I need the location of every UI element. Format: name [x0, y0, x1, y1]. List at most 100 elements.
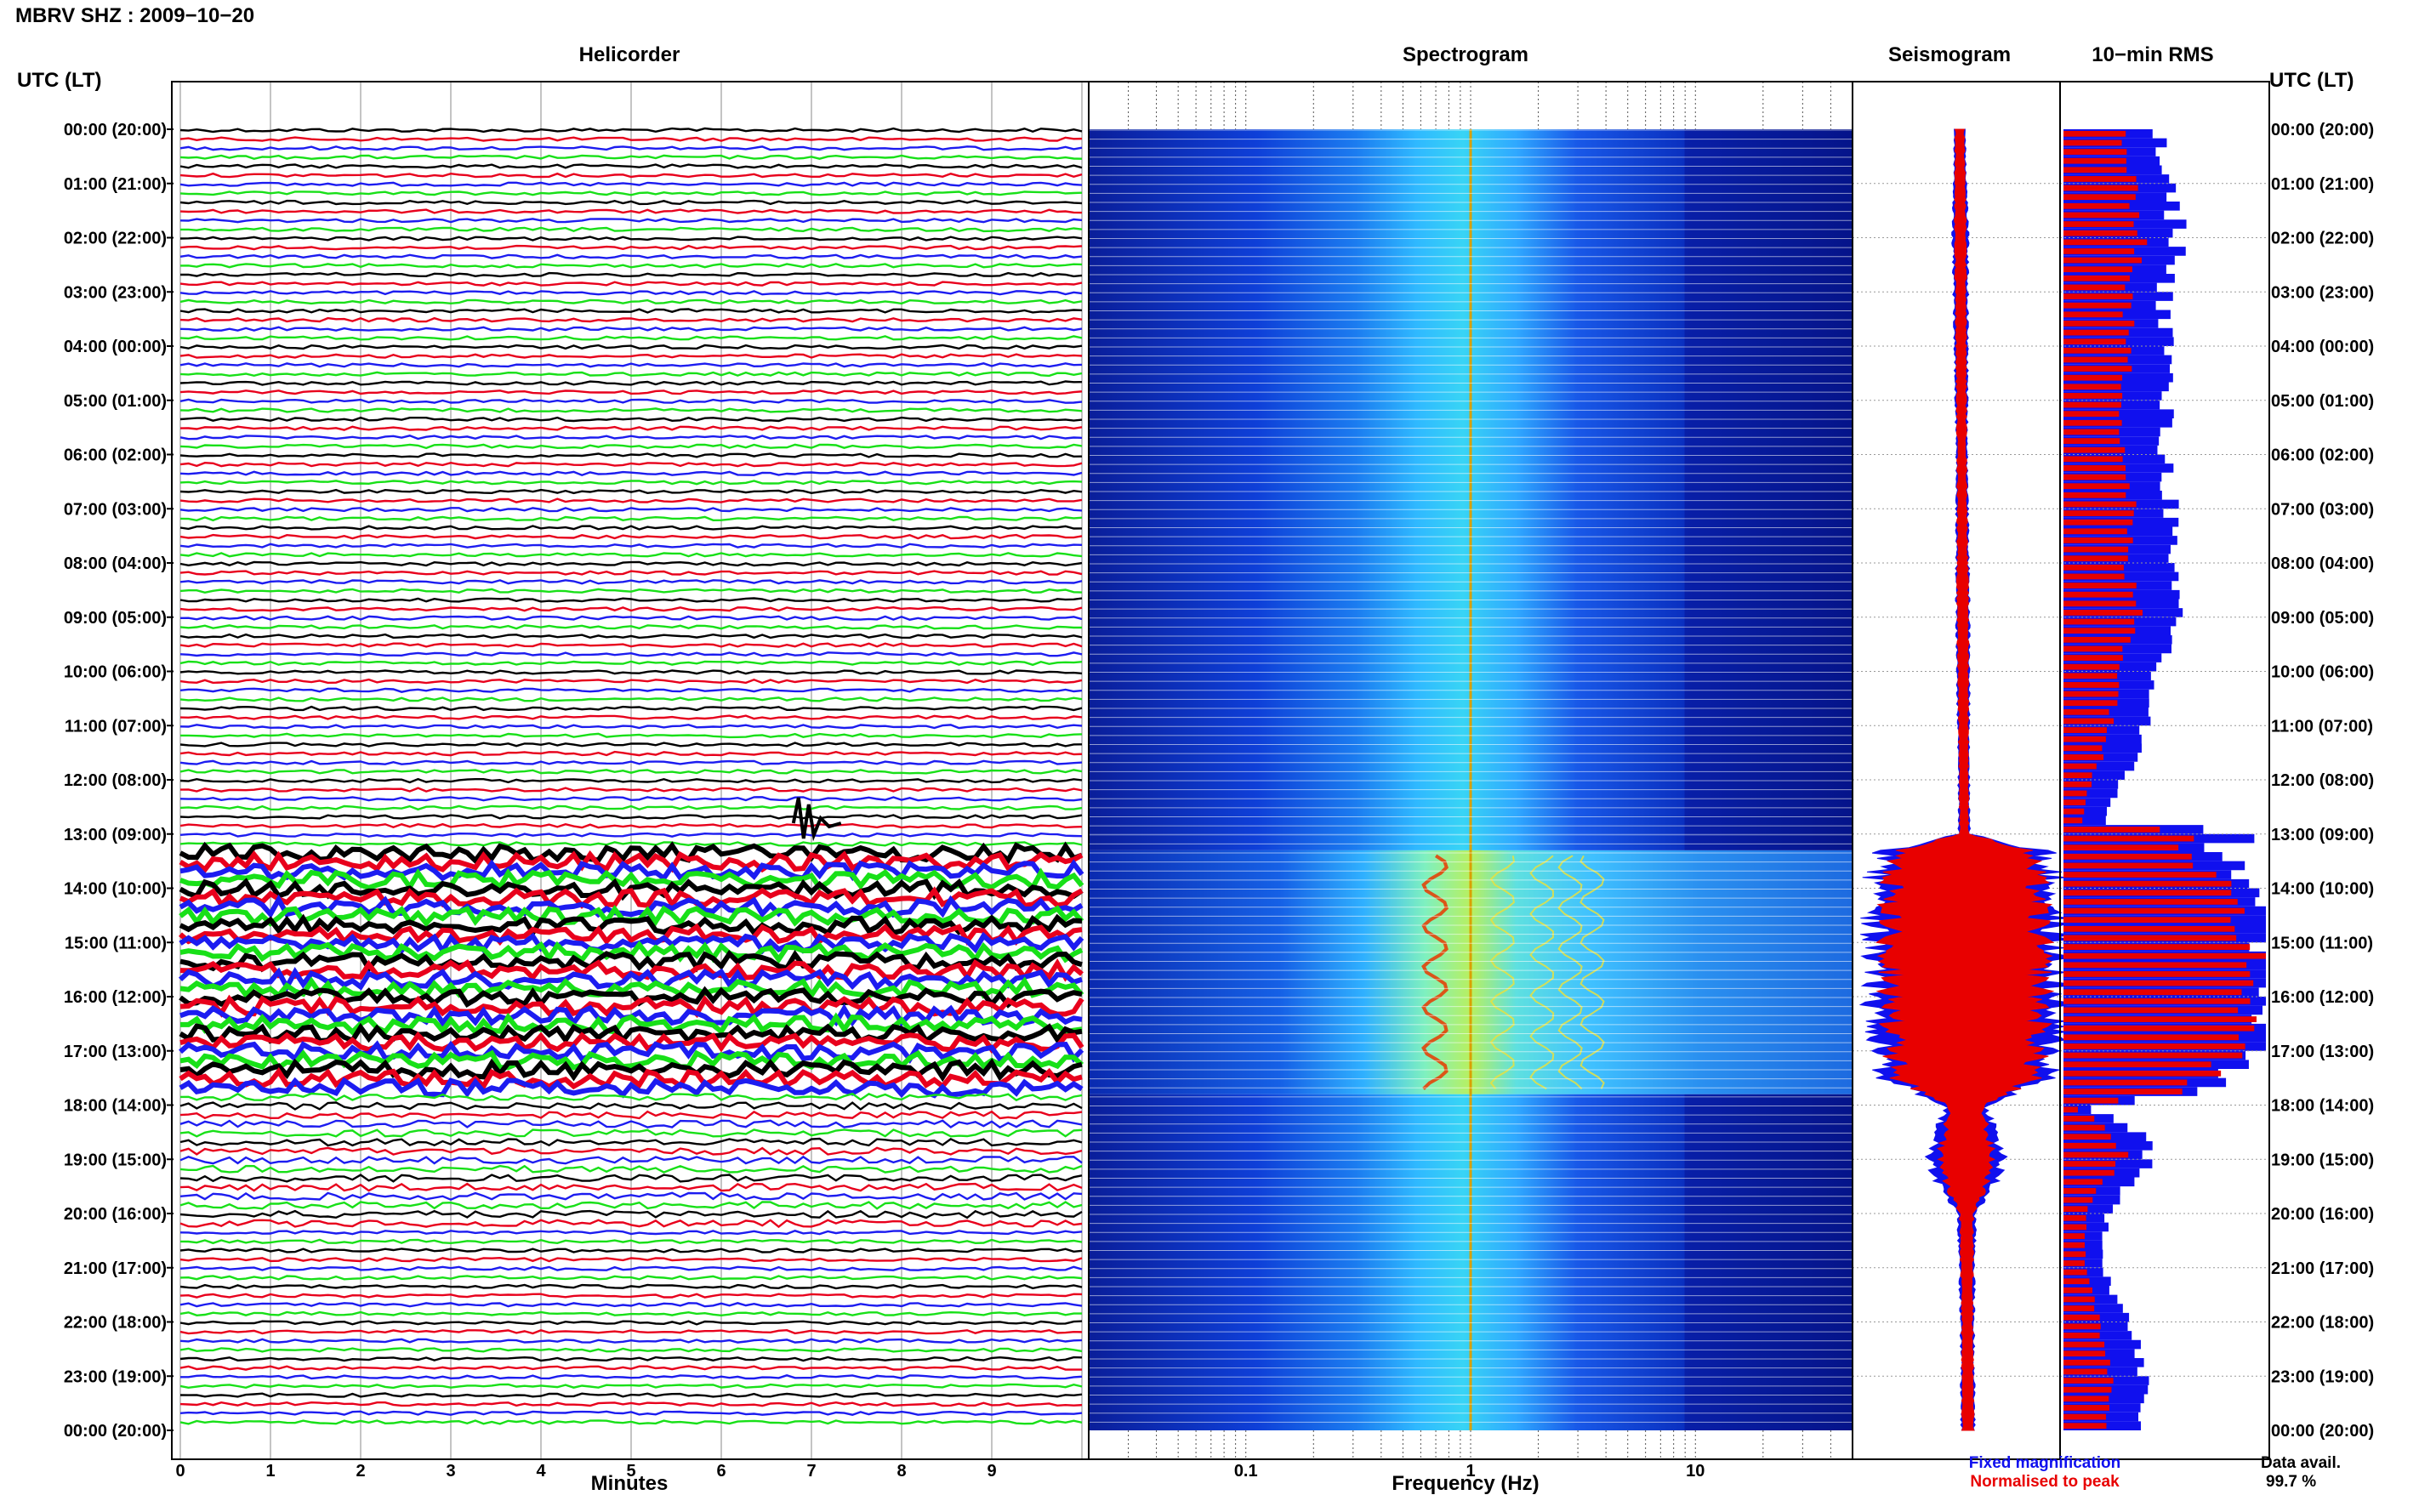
helicorder-trace: [179, 353, 1083, 359]
tremor-harmonic-0: [1421, 854, 1449, 1090]
helicorder-trace: [179, 1058, 1083, 1083]
time-label-right: 01:00 (21:00): [2271, 175, 2374, 194]
helicorder-trace: [179, 1256, 1083, 1263]
rms-bar-normalised: [2063, 1116, 2095, 1122]
helicorder-trace: [179, 886, 1084, 910]
rms-bar-normalised: [2063, 808, 2085, 815]
helicorder-trace: [179, 1275, 1083, 1281]
helicorder-trace: [179, 371, 1083, 378]
time-label-right: 03:00 (23:00): [2271, 283, 2374, 302]
rms-title: 10−min RMS: [2092, 43, 2213, 66]
time-label-right: 02:00 (22:00): [2271, 230, 2374, 248]
rms-bar-normalised: [2063, 1405, 2109, 1411]
helicorder-trace: [179, 236, 1083, 242]
helicorder-trace: [179, 1410, 1083, 1416]
time-label-left: 12:00 (08:00): [64, 771, 167, 790]
time-label-right: 14:00 (10:00): [2271, 880, 2374, 899]
rms-bar-normalised: [2063, 1251, 2086, 1258]
helicorder-trace: [179, 605, 1083, 612]
helicorder-trace: [179, 298, 1083, 305]
helicorder-trace: [179, 163, 1083, 169]
rms-bar-normalised: [2063, 1368, 2108, 1375]
rms-bar-normalised: [2063, 1314, 2100, 1321]
helicorder-trace: [179, 525, 1083, 531]
rms-bar-normalised: [2063, 1423, 2107, 1430]
helicorder-trace: [179, 380, 1083, 386]
rms-bar-normalised: [2063, 907, 2245, 914]
rms-bar-normalised: [2063, 917, 2231, 924]
time-label-right: 16:00 (12:00): [2271, 988, 2374, 1007]
helicorder-trace: [179, 1419, 1083, 1425]
rms-bar-normalised: [2063, 736, 2106, 742]
time-label-left: 13:00 (09:00): [64, 826, 167, 844]
rms-bar-normalised: [2063, 880, 2232, 887]
helicorder-trace: [180, 1374, 1083, 1380]
time-label-right: 18:00 (14:00): [2271, 1097, 2374, 1116]
time-label-left: 05:00 (01:00): [64, 392, 167, 411]
rms-bar-normalised: [2063, 1070, 2222, 1077]
rms-bar-normalised: [2063, 130, 2126, 137]
time-label-left: 00:00 (20:00): [64, 1422, 167, 1441]
time-label-left: 15:00 (11:00): [65, 934, 167, 952]
rms-bar-normalised: [2063, 456, 2123, 463]
helicorder-trace: [179, 1238, 1083, 1245]
helicorder-trace: [179, 633, 1083, 639]
rms-bar-normalised: [2063, 1242, 2085, 1248]
time-label-left: 09:00 (05:00): [64, 609, 167, 628]
rms-bar-normalised: [2063, 366, 2132, 372]
time-label-left: 08:00 (04:00): [64, 554, 167, 573]
helicorder-trace: [179, 497, 1083, 503]
helicorder-trace: [179, 913, 1083, 938]
rms-bar-normalised: [2063, 1224, 2087, 1231]
helicorder-trace: [179, 344, 1083, 350]
helicorder-trace: [179, 1310, 1082, 1317]
rms-bar-normalised: [2063, 537, 2133, 543]
rms-bar-normalised: [2063, 980, 2254, 986]
rms-bar-normalised: [2063, 384, 2121, 390]
rms-bar-normalised: [2063, 1333, 2100, 1339]
utc-lt-label-left: UTC (LT): [17, 69, 102, 92]
helicorder-x-tick: 0: [175, 1462, 185, 1481]
helicorder-trace: [179, 1283, 1083, 1290]
helicorder-trace: [179, 696, 1083, 702]
rms-bar-normalised: [2063, 347, 2132, 354]
time-label-right: 21:00 (17:00): [2271, 1259, 2374, 1278]
rms-bar-normalised: [2063, 700, 2118, 707]
helicorder-trace: [179, 425, 1083, 431]
rms-bar-normalised: [2063, 618, 2135, 625]
rms-bar-normalised: [2063, 167, 2127, 173]
rms-bar-normalised: [2063, 221, 2134, 227]
time-label-left: 04:00 (00:00): [64, 338, 167, 356]
rms-bar-normalised: [2063, 185, 2138, 191]
utc-lt-label-right: UTC (LT): [2269, 69, 2354, 92]
time-label-left: 21:00 (17:00): [64, 1259, 167, 1278]
helicorder-trace: [179, 1077, 1084, 1099]
helicorder-x-tick: 7: [806, 1462, 816, 1481]
helicorder-trace: [179, 841, 1083, 847]
rms-bar-normalised: [2063, 1287, 2093, 1293]
rms-bar-normalised: [2063, 546, 2129, 553]
helicorder-trace: [180, 271, 1083, 278]
rms-bar-normalised: [2063, 528, 2127, 535]
rms-bar-normalised: [2063, 890, 2232, 896]
rms-bar-normalised: [2063, 591, 2133, 598]
helicorder-trace: [179, 154, 1083, 161]
rms-bar-normalised: [2063, 718, 2114, 725]
tremor-harmonic-4: [1579, 855, 1605, 1089]
helicorder-xlabel: Minutes: [591, 1472, 669, 1495]
helicorder-trace: [179, 172, 1083, 179]
helicorder-trace: [179, 435, 1083, 441]
helicorder-trace: [179, 804, 1083, 811]
rms-bar-normalised: [2063, 745, 2103, 752]
rms-bar-normalised: [2063, 411, 2120, 418]
rms-bar-normalised: [2063, 1016, 2257, 1022]
helicorder-trace: [179, 642, 1083, 648]
data-availability-value: 99.7 %: [2266, 1473, 2316, 1491]
rms-bar-normalised: [2063, 799, 2086, 805]
rms-bar-normalised: [2063, 401, 2121, 408]
rms-bar-normalised: [2063, 321, 2135, 327]
rms-bar-normalised: [2063, 1413, 2107, 1420]
helicorder-trace: [179, 199, 1083, 206]
helicorder-trace: [179, 923, 1083, 946]
